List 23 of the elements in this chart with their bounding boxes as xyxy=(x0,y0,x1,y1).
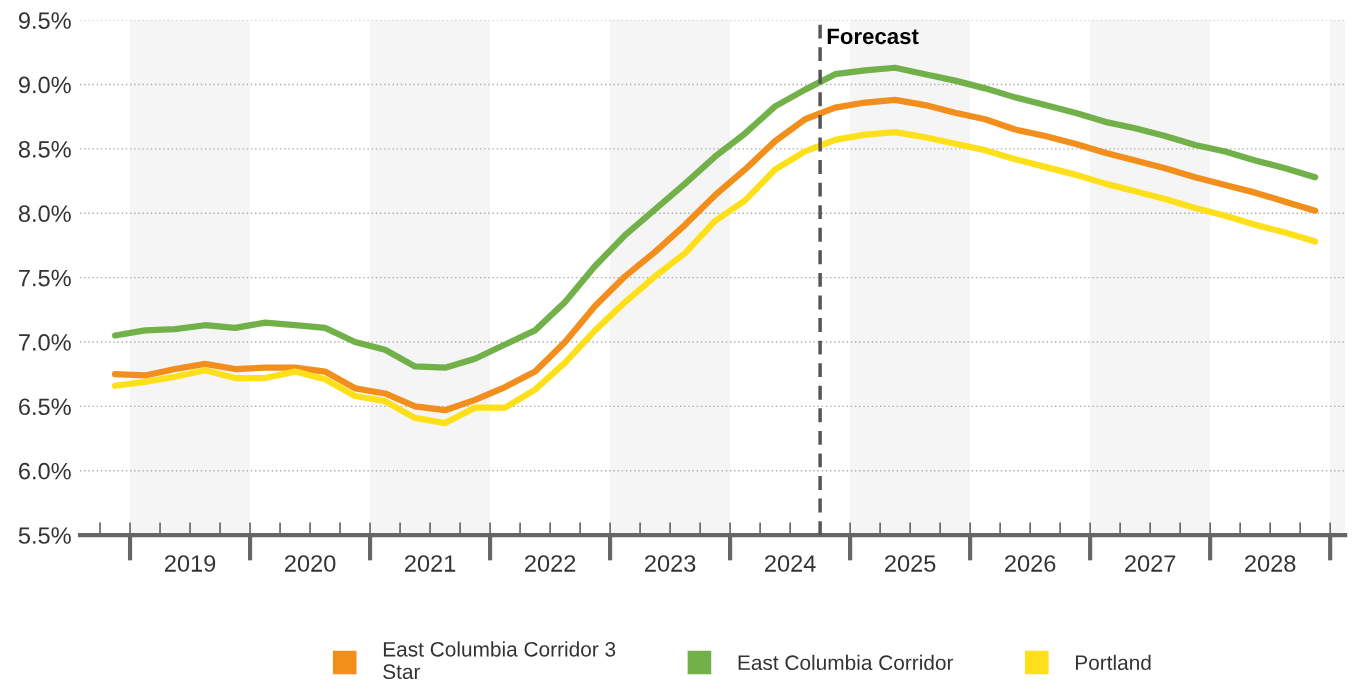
y-tick-label: 9.0% xyxy=(18,76,71,94)
x-tick-label: 2023 xyxy=(645,555,696,572)
x-tick-label: 2025 xyxy=(885,555,936,572)
ref-line-label: Forecast xyxy=(827,28,919,45)
x-tick-label: 2028 xyxy=(1245,555,1296,572)
x-tick-label: 2027 xyxy=(1125,555,1176,572)
y-tick-label: 6.5% xyxy=(19,398,71,416)
x-tick-label: 2022 xyxy=(525,555,576,572)
x-tick-label: 2019 xyxy=(164,555,216,572)
y-tick-label: 6.0% xyxy=(19,462,71,480)
x-tick-label: 2024 xyxy=(765,555,816,572)
y-tick-label: 7.5% xyxy=(19,269,71,287)
y-tick-label: 9.5% xyxy=(18,12,71,29)
y-tick-label: 7.0% xyxy=(19,334,71,351)
y-tick-label: 8.5% xyxy=(18,140,71,158)
x-tick-label: 2020 xyxy=(284,555,336,572)
x-tick-label: 2021 xyxy=(405,555,456,572)
legend-label: East Columbia Corridor 3 Star xyxy=(383,641,616,680)
legend-label: East Columbia Corridor xyxy=(738,654,954,671)
x-tick-label: 2026 xyxy=(1005,555,1056,572)
y-tick-label: 5.5% xyxy=(18,527,71,544)
legend-label: Portland xyxy=(1075,654,1151,671)
y-tick-label: 8.0% xyxy=(18,205,71,223)
